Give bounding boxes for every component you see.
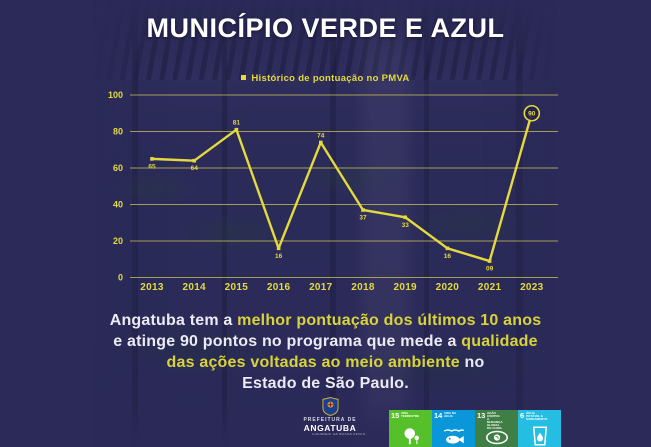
svg-text:64: 64 — [191, 165, 199, 172]
logo-text-line1: PREFEITURA DE — [303, 417, 357, 423]
sdg-title: Vida na água — [444, 412, 457, 418]
sdg-number: 15 — [391, 411, 400, 420]
svg-text:65: 65 — [148, 163, 156, 170]
fish-icon — [443, 429, 464, 444]
sdg-title: Vida terrestre — [401, 412, 420, 418]
svg-text:2015: 2015 — [225, 282, 249, 293]
svg-text:2020: 2020 — [436, 282, 460, 293]
svg-text:0: 0 — [118, 273, 123, 283]
svg-text:81: 81 — [233, 120, 241, 127]
svg-text:2016: 2016 — [267, 282, 291, 293]
water-glass-icon — [532, 426, 547, 446]
legend-marker-icon — [241, 75, 247, 80]
svg-text:2019: 2019 — [393, 282, 417, 293]
sdg-tile-14: 14 Vida na água — [432, 410, 475, 447]
tree-icon — [404, 428, 419, 445]
prefeitura-logo: PREFEITURA DE ANGATUBA CUIDANDO DA NOSSA… — [297, 397, 366, 439]
svg-text:2014: 2014 — [182, 282, 206, 293]
sdg-tile-13: 13 Ação contra a mudança global do clima — [475, 410, 518, 447]
svg-text:40: 40 — [113, 200, 123, 210]
svg-text:16: 16 — [275, 253, 283, 260]
sdg-icons-row: 15 Vida terrestre 14 Vida na água — [389, 410, 561, 447]
svg-text:37: 37 — [359, 214, 367, 221]
logo-tagline: CUIDANDO DA NOSSA GENTE — [311, 433, 366, 437]
svg-text:20: 20 — [113, 236, 123, 246]
caption-line: e atinge 90 pontos no programa que mede … — [113, 333, 538, 350]
coat-of-arms-icon — [321, 397, 339, 416]
sdg-title: Água potável e saneamento — [526, 412, 548, 421]
svg-text:80: 80 — [113, 127, 123, 137]
sdg-tile-head: 6 Água potável e saneamento — [518, 410, 561, 430]
sdg-tile-6: 6 Água potável e saneamento — [518, 410, 561, 447]
caption-line: das ações voltadas ao meio ambiente no — [166, 354, 485, 371]
sdg-tile-head: 15 Vida terrestre — [389, 410, 432, 424]
logo-text-line2: ANGATUBA — [303, 423, 357, 433]
svg-text:100: 100 — [108, 90, 123, 100]
svg-text:74: 74 — [317, 132, 325, 139]
svg-text:09: 09 — [486, 266, 494, 273]
svg-text:2023: 2023 — [520, 282, 544, 293]
background-photo — [94, 0, 557, 447]
svg-text:60: 60 — [113, 163, 123, 173]
sdg-number: 13 — [477, 411, 486, 420]
sdg-tile-head: 14 Vida na água — [432, 410, 475, 424]
svg-text:2021: 2021 — [478, 282, 502, 293]
svg-text:90: 90 — [528, 111, 536, 118]
sdg-title: Ação contra a mudança global do clima — [487, 412, 503, 430]
nursery-plants — [94, 0, 557, 447]
sdg-tile-head: 13 Ação contra a mudança global do clima — [475, 410, 518, 447]
garden-path — [94, 0, 557, 447]
caption: Angatuba tem a melhor pontuação dos últi… — [0, 310, 651, 394]
caption-line: Angatuba tem a melhor pontuação dos últi… — [109, 312, 542, 329]
chart-legend: Histórico de pontuação no PMVA — [0, 73, 651, 84]
sdg-tile-15: 15 Vida terrestre — [389, 410, 432, 447]
svg-text:2013: 2013 — [140, 282, 164, 293]
page-title: MUNICÍPIO VERDE E AZUL — [146, 13, 505, 43]
svg-text:2017: 2017 — [309, 282, 333, 293]
sdg-number: 14 — [434, 411, 443, 420]
caption-line: Estado de São Paulo. — [242, 375, 409, 392]
sdg-number: 6 — [520, 411, 525, 420]
svg-text:2018: 2018 — [351, 282, 375, 293]
climate-eye-icon — [485, 430, 508, 445]
svg-text:16: 16 — [444, 253, 452, 260]
legend-label: Histórico de pontuação no PMVA — [251, 73, 410, 84]
svg-text:33: 33 — [402, 222, 410, 229]
photo-overlay — [94, 0, 557, 447]
